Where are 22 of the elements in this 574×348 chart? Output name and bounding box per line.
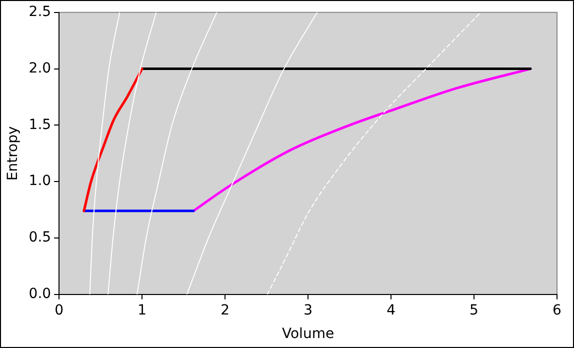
x-tick-label: 4 [386,302,396,318]
y-axis-title: Entropy [5,126,22,181]
x-tick-label: 0 [54,302,64,318]
x-tick-label: 2 [220,302,230,318]
line-series [108,12,157,294]
y-tick-label: 0.5 [28,230,52,246]
x-tick-label: 6 [552,302,562,318]
line-series [186,12,318,294]
line-series [136,12,218,294]
y-tick-label: 2.0 [28,60,52,76]
y-tick-label: 2.5 [28,4,52,20]
y-tick-label: 0.0 [28,286,52,302]
line-series [192,68,532,212]
line-series [89,12,120,294]
line-series [266,12,482,294]
x-tick-label: 3 [304,302,312,318]
x-axis-title: Volume [282,326,334,342]
y-tick-label: 1.0 [28,173,52,190]
x-tick-label: 5 [470,302,478,318]
x-tick-label: 1 [138,302,147,318]
line-series [82,68,144,212]
y-tick-label: 1.5 [28,116,52,133]
